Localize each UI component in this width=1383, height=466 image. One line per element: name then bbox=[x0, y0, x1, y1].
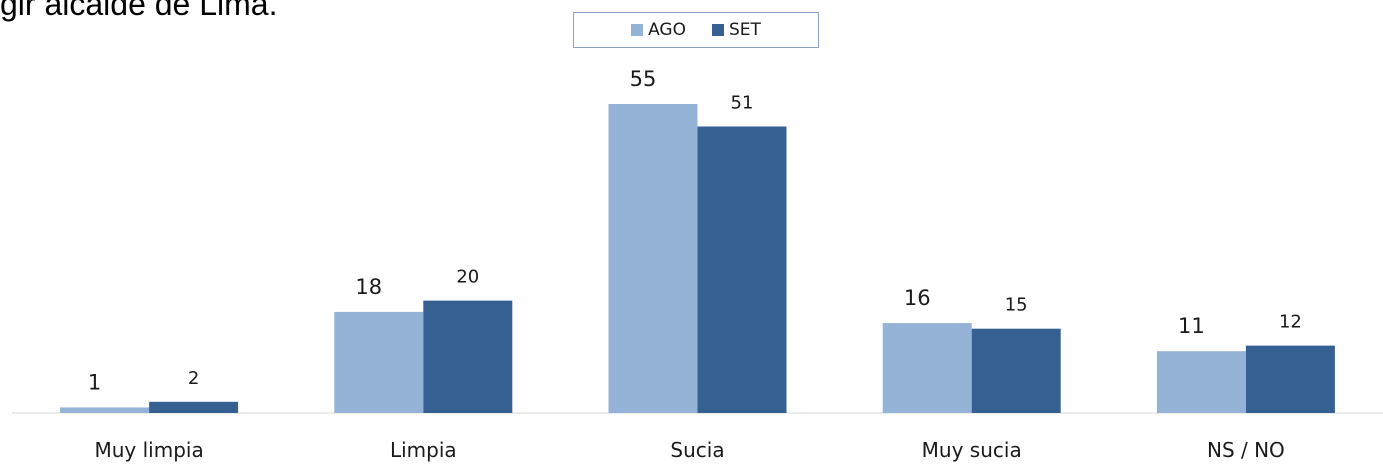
bar-ago-3 bbox=[608, 104, 698, 413]
bar-ago-1 bbox=[60, 407, 150, 413]
legend-swatch-set bbox=[711, 24, 724, 36]
value-label-ago-5: 11 bbox=[1178, 314, 1205, 338]
bar-ago-5 bbox=[1156, 351, 1246, 413]
header-text: gir alcalde de Lima. bbox=[0, 0, 278, 22]
category-label-5: NS / NO bbox=[1207, 438, 1285, 462]
legend-label-set: SET bbox=[728, 20, 761, 40]
value-label-set-5: 12 bbox=[1279, 312, 1302, 333]
category-label-1: Muy limpia bbox=[94, 438, 203, 462]
bar-ago-2 bbox=[334, 311, 424, 413]
value-label-set-2: 20 bbox=[456, 267, 479, 288]
value-label-ago-2: 18 bbox=[355, 275, 382, 299]
value-label-set-4: 15 bbox=[1005, 295, 1028, 316]
value-label-set-3: 51 bbox=[731, 93, 754, 114]
legend-label-ago: AGO bbox=[648, 20, 686, 40]
bar-set-5 bbox=[1245, 345, 1335, 413]
legend-swatch-ago bbox=[631, 24, 644, 36]
legend-item-set: SET bbox=[711, 20, 761, 40]
bar-set-4 bbox=[971, 328, 1061, 413]
category-label-3: Sucia bbox=[670, 438, 724, 462]
value-label-ago-3: 55 bbox=[630, 67, 657, 91]
bar-set-2 bbox=[423, 300, 513, 413]
bar-set-1 bbox=[149, 401, 239, 413]
chart-legend: AGO SET bbox=[573, 12, 819, 48]
category-label-4: Muy sucia bbox=[922, 438, 1022, 462]
value-label-ago-4: 16 bbox=[904, 286, 931, 310]
bar-set-3 bbox=[697, 126, 787, 413]
legend-item-ago: AGO bbox=[631, 20, 686, 40]
bars-group bbox=[60, 104, 1335, 413]
value-label-ago-1: 1 bbox=[88, 370, 101, 394]
bar-ago-4 bbox=[882, 323, 972, 413]
value-label-set-1: 2 bbox=[188, 368, 199, 389]
category-labels-group: Muy limpia Limpia Sucia Muy sucia NS / NO bbox=[94, 438, 1284, 462]
category-label-2: Limpia bbox=[390, 438, 457, 462]
